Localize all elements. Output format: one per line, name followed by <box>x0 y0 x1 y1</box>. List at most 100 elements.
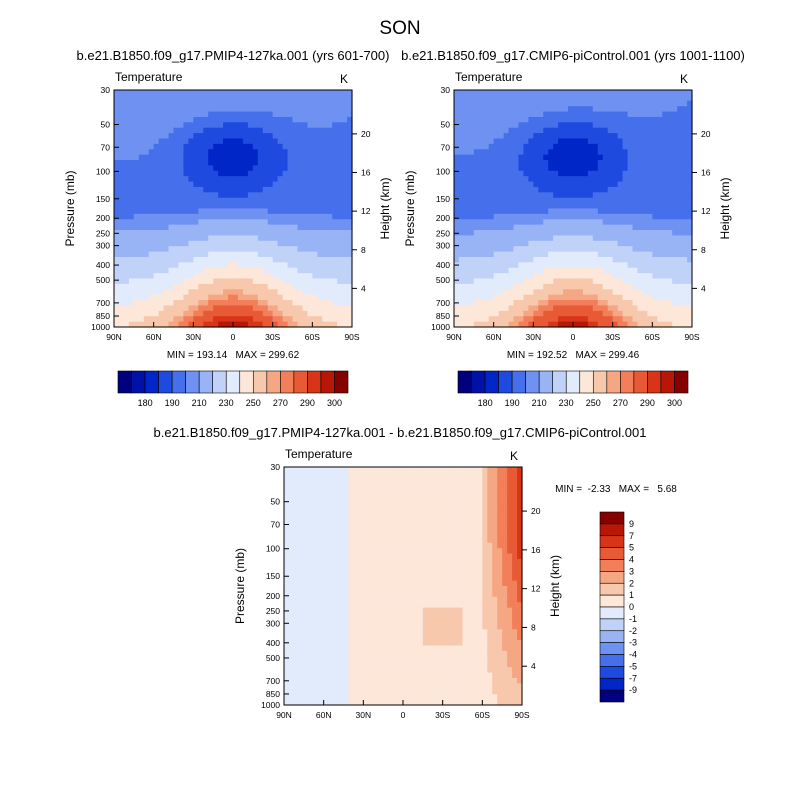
field-cell <box>342 256 348 263</box>
field-cell <box>143 316 150 323</box>
field-cell <box>617 143 624 150</box>
field-cell <box>553 278 559 285</box>
field-cell <box>317 321 323 328</box>
field-cell <box>493 176 500 183</box>
field-cell <box>198 246 204 253</box>
field-cell <box>178 100 185 107</box>
field-cell <box>327 305 333 312</box>
field-cell <box>123 165 130 172</box>
field-cell <box>662 246 668 253</box>
field-cell <box>143 192 150 199</box>
field-cell <box>667 246 673 253</box>
field-cell <box>463 278 470 285</box>
field-cell <box>193 116 199 123</box>
field-cell <box>454 138 460 145</box>
field-cell <box>652 267 658 274</box>
field-cell <box>573 138 579 145</box>
field-cell <box>502 467 508 474</box>
field-cell <box>228 95 234 102</box>
field-cell <box>188 262 194 269</box>
field-cell <box>242 230 249 237</box>
field-cell <box>454 321 460 328</box>
field-cell <box>114 154 120 161</box>
field-cell <box>558 208 564 215</box>
field-cell <box>267 300 274 307</box>
field-cell <box>662 106 668 113</box>
field-cell <box>307 321 313 328</box>
field-cell <box>568 230 574 237</box>
field-cell <box>178 289 185 296</box>
colorbar-label: 270 <box>273 398 288 408</box>
field-cell <box>622 224 629 231</box>
field-cell <box>114 138 120 145</box>
field-cell <box>173 149 180 156</box>
field-cell <box>482 477 488 484</box>
field-cell <box>538 111 544 118</box>
field-cell <box>682 100 688 107</box>
field-cell <box>592 224 599 231</box>
field-cell <box>203 192 209 199</box>
field-cell <box>662 224 668 231</box>
field-cell <box>468 111 475 118</box>
field-cell <box>188 122 194 129</box>
field-cell <box>482 499 488 506</box>
field-cell <box>637 127 644 134</box>
field-cell <box>223 143 229 150</box>
field-cell <box>237 143 244 150</box>
field-cell <box>348 467 355 474</box>
field-cell <box>592 203 599 210</box>
field-cell <box>114 305 120 312</box>
field-cell <box>587 160 594 167</box>
field-cell <box>607 262 614 269</box>
field-cell <box>123 111 130 118</box>
field-cell <box>173 278 180 285</box>
field-cell <box>178 149 185 156</box>
field-cell <box>153 143 160 150</box>
field-cell <box>317 186 323 193</box>
field-cell <box>483 224 490 231</box>
field-cell <box>687 197 693 204</box>
field-cell <box>483 203 490 210</box>
field-cell <box>203 305 209 312</box>
field-cell <box>622 122 629 129</box>
field-cell <box>502 515 508 522</box>
field-cell <box>622 316 629 323</box>
field-cell <box>612 203 619 210</box>
field-cell <box>133 143 140 150</box>
field-cell <box>442 472 449 479</box>
field-cell <box>257 181 264 188</box>
field-cell <box>368 521 374 528</box>
field-cell <box>672 251 678 258</box>
field-cell <box>242 251 249 258</box>
field-cell <box>602 192 609 199</box>
field-cell <box>287 170 294 177</box>
field-cell <box>188 181 194 188</box>
field-cell <box>563 133 569 140</box>
field-cell <box>518 100 525 107</box>
field-cell <box>203 262 209 269</box>
field-cell <box>454 192 460 199</box>
field-cell <box>558 170 564 177</box>
field-cell <box>228 256 234 263</box>
field-cell <box>632 240 639 247</box>
field-cell <box>287 300 294 307</box>
field-cell <box>458 246 465 253</box>
field-cell <box>347 235 353 242</box>
field-cell <box>198 95 204 102</box>
field-cell <box>403 488 409 495</box>
field-cell <box>463 321 470 328</box>
field-cell <box>118 192 125 199</box>
field-cell <box>213 143 219 150</box>
field-cell <box>143 122 150 129</box>
field-cell <box>602 154 609 161</box>
field-cell <box>457 515 464 522</box>
colorbar-swatch <box>239 370 254 394</box>
field-cell <box>213 149 219 156</box>
field-cell <box>498 95 505 102</box>
field-cell <box>158 170 165 177</box>
field-cell <box>528 283 534 290</box>
field-cell <box>292 100 299 107</box>
field-cell <box>553 262 559 269</box>
field-cell <box>637 170 644 177</box>
x-tick-label: 90S <box>684 332 699 342</box>
